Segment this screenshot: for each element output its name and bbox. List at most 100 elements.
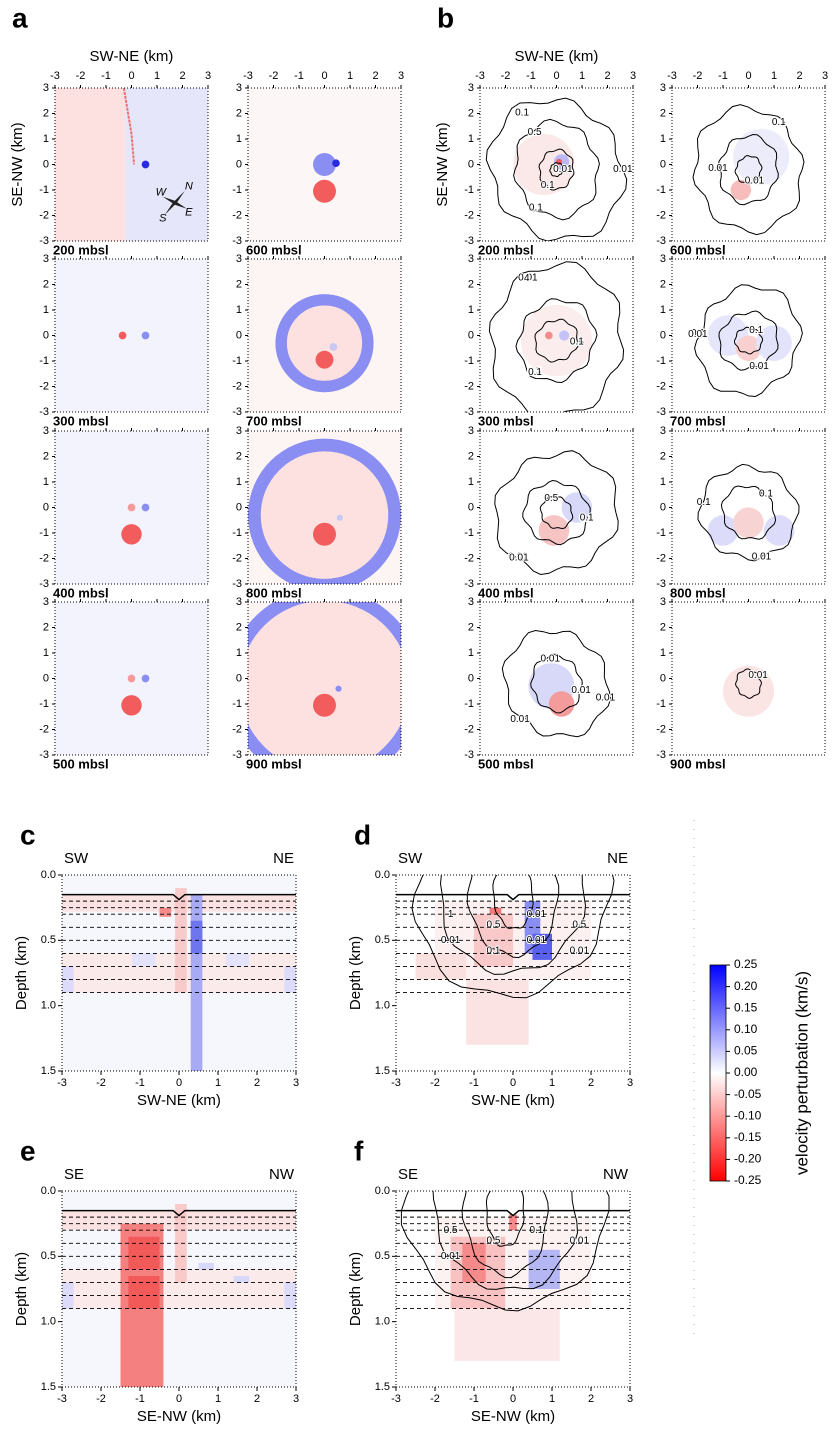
contour-label: 0.01 <box>510 714 530 725</box>
y-tick-label: 0.0 <box>375 1185 390 1197</box>
x-tick-label: 2 <box>372 70 378 82</box>
y-tick-label: 3 <box>43 596 49 608</box>
y-tick-label: 3 <box>43 425 49 437</box>
y-tick-label: 3 <box>660 425 666 437</box>
map-panel <box>672 88 825 241</box>
y-tick-label: -2 <box>656 723 666 735</box>
contour-label: 0.5 <box>570 337 584 348</box>
y-tick-label: 0 <box>660 329 666 341</box>
y-tick-label: 2 <box>43 450 49 462</box>
contour-label: 0.1 <box>580 513 594 524</box>
colorbar-tick-label: -0.15 <box>734 1130 762 1144</box>
anomaly <box>141 503 150 512</box>
anomaly <box>127 674 136 683</box>
contour-label: 0.5 <box>528 367 542 378</box>
contour-label: 0.1 <box>691 328 705 339</box>
y-tick-label: 3 <box>236 82 242 94</box>
y-tick-label: -3 <box>232 406 242 418</box>
y-tick-label: 3 <box>236 425 242 437</box>
y-tick-label: 3 <box>468 253 474 265</box>
map-panel <box>672 431 825 584</box>
map-panel <box>480 602 633 755</box>
colorbar-tick-label: -0.20 <box>734 1152 762 1166</box>
contour <box>539 496 574 530</box>
y-tick-label: 1 <box>236 476 242 488</box>
side-label: SW <box>64 850 89 867</box>
anomaly <box>730 179 752 201</box>
contour <box>515 298 598 384</box>
compass <box>162 190 187 215</box>
colorbar-tick-label: 0.00 <box>734 1065 758 1079</box>
y-axis-label: Depth (km) <box>347 1252 364 1326</box>
anomaly <box>225 953 250 967</box>
anomaly <box>733 507 764 539</box>
y-tick-label: 0.5 <box>375 1250 390 1262</box>
surface-line <box>396 1209 630 1217</box>
contour-label: 4 <box>524 273 530 284</box>
contour <box>720 485 777 540</box>
colorbar-tick-label: -0.10 <box>734 1108 762 1122</box>
x-axis-label: SW-NE (km) <box>90 48 174 65</box>
contour-label: 0.01 <box>749 361 769 372</box>
y-tick-label: -1 <box>39 355 49 367</box>
y-tick-label: -2 <box>656 380 666 392</box>
side-label: SE <box>64 1166 84 1183</box>
y-tick-label: -2 <box>39 723 49 735</box>
y-tick-label: 1.0 <box>375 1316 390 1328</box>
y-tick-label: 2 <box>236 278 242 290</box>
x-tick-label: -1 <box>294 70 304 82</box>
depth-label: 500 mbsl <box>478 756 534 771</box>
y-tick-label: -2 <box>464 552 474 564</box>
map-panel <box>480 431 633 584</box>
y-tick-label: 0.0 <box>375 869 390 881</box>
x-tick-label: 3 <box>293 1393 299 1405</box>
y-tick-label: -1 <box>39 527 49 539</box>
well-track <box>122 88 136 165</box>
y-tick-label: -1 <box>39 698 49 710</box>
contour-label: 0.1 <box>529 202 543 213</box>
x-axis-label: SE-NW (km) <box>137 1408 221 1425</box>
x-tick-label: 0 <box>745 70 751 82</box>
x-tick-label: 1 <box>549 1393 555 1405</box>
x-tick-label: -2 <box>96 1393 106 1405</box>
y-tick-label: 0.5 <box>375 934 390 946</box>
y-tick-label: -2 <box>39 552 49 564</box>
y-tick-label: -1 <box>232 184 242 196</box>
y-tick-label: -1 <box>39 184 49 196</box>
contour <box>530 653 583 714</box>
y-tick-label: 0 <box>468 672 474 684</box>
y-tick-label: 2 <box>468 278 474 290</box>
y-tick-label: 1 <box>468 647 474 659</box>
x-tick-label: 2 <box>604 70 610 82</box>
anomaly <box>313 179 336 203</box>
y-tick-label: 1.0 <box>375 1000 390 1012</box>
x-tick-label: 1 <box>347 70 353 82</box>
y-tick-label: -2 <box>232 380 242 392</box>
y-tick-label: 1.5 <box>375 1381 390 1393</box>
contour-label: 0.01 <box>508 552 528 563</box>
map-panel <box>672 259 825 412</box>
x-tick-label: -3 <box>243 70 253 82</box>
y-tick-label: 1 <box>236 647 242 659</box>
y-tick-label: -3 <box>232 578 242 590</box>
anomaly <box>128 1236 160 1270</box>
anomaly <box>62 966 74 993</box>
x-tick-label: 1 <box>579 70 585 82</box>
x-tick-label: -3 <box>50 70 60 82</box>
map-panel <box>55 431 208 584</box>
contour <box>538 148 575 191</box>
contour-label: 0.1 <box>580 512 594 523</box>
y-tick-label: -1 <box>232 527 242 539</box>
background <box>55 259 208 412</box>
contour-label: 0.01 <box>570 1235 590 1246</box>
anomaly <box>315 350 334 369</box>
colorbar <box>709 964 727 1182</box>
y-tick-label: -1 <box>464 355 474 367</box>
y-tick-label: 0.0 <box>41 869 56 881</box>
contour-label: 0.5 <box>572 919 586 930</box>
contour-label: 0.01 <box>708 163 728 174</box>
contour-label: 0.01 <box>688 329 708 340</box>
contour <box>513 118 600 221</box>
x-tick-label: 1 <box>771 70 777 82</box>
